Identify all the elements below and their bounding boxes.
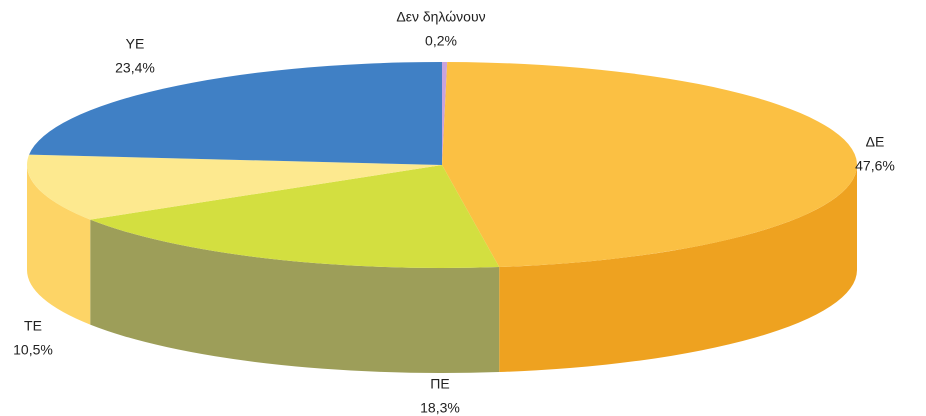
slice <box>442 62 448 165</box>
slice-label: Δεν δηλώνουν <box>396 9 485 25</box>
slice <box>27 154 443 220</box>
slice-label: ΔΕ <box>866 134 885 150</box>
slice-side <box>27 165 91 325</box>
slice-value-label: 0,2% <box>425 33 457 49</box>
slice-value-label: 10,5% <box>13 342 53 358</box>
slice <box>29 62 442 165</box>
slice-label: ΥΕ <box>126 36 145 52</box>
slice-value-label: 18,3% <box>420 400 460 416</box>
slice-side <box>499 165 858 373</box>
slice-label: ΠΕ <box>430 376 449 392</box>
slice <box>90 165 500 268</box>
slice-value-label: 47,6% <box>855 158 895 174</box>
slice <box>442 62 857 268</box>
slice-value-label: 23,4% <box>115 60 155 76</box>
slice-label: ΤΕ <box>24 318 42 334</box>
slice-side <box>90 219 500 373</box>
